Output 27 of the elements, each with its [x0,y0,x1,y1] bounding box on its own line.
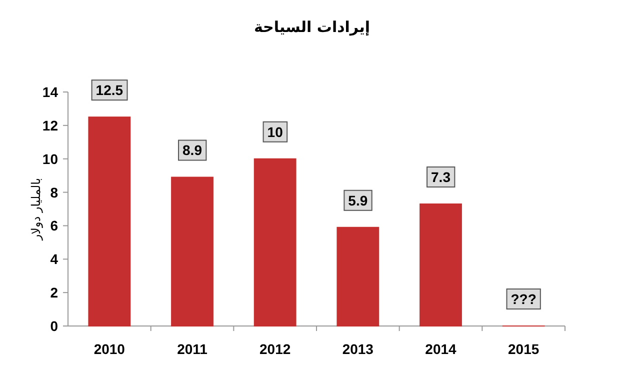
chart-title: إيرادات السياحة [254,18,370,36]
y-tick-label: 4 [50,251,58,268]
bar [88,116,131,326]
y-tick-label: 6 [50,218,58,234]
bar [420,203,462,326]
data-label: 8.9 [182,142,202,158]
x-tick-label: 2012 [260,341,291,357]
bar [171,176,214,326]
y-tick-label: 0 [50,318,58,334]
data-label: ??? [510,291,536,307]
y-axis-title: بالمليار دولار [29,178,43,242]
data-label: 7.3 [431,168,451,185]
y-tick-label: 2 [50,284,58,301]
y-tick-label: 10 [42,150,58,167]
x-tick-label: 2011 [177,341,208,357]
x-tick-label: 2015 [508,341,540,357]
data-label: 5.9 [348,192,368,208]
y-tick-label: 14 [42,84,58,100]
data-label: 10 [267,124,284,140]
x-tick-label: 2014 [425,341,457,357]
y-tick-label: 8 [50,184,58,200]
data-label: 12.5 [96,82,124,98]
y-tick-label: 12 [42,117,58,134]
x-tick-label: 2013 [342,341,374,357]
bar [336,226,380,326]
bar [254,158,296,326]
x-tick-label: 2010 [94,341,126,357]
